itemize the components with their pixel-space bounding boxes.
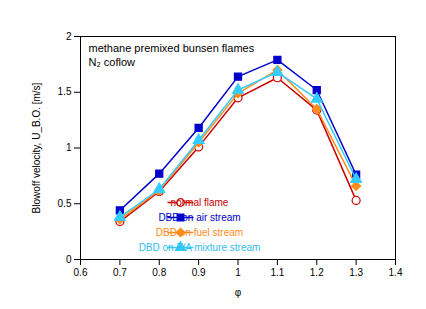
svg-text:methane premixed bunsen flames: methane premixed bunsen flames (89, 42, 255, 54)
svg-text:1.5: 1.5 (58, 86, 72, 97)
svg-text:DBD on air stream: DBD on air stream (158, 212, 240, 223)
svg-text:1.3: 1.3 (349, 267, 363, 278)
svg-text:N₂ coflow: N₂ coflow (89, 56, 136, 68)
svg-text:0.5: 0.5 (58, 198, 72, 209)
svg-text:1: 1 (66, 142, 72, 153)
svg-text:0: 0 (66, 254, 72, 265)
svg-text:φ: φ (235, 287, 242, 298)
svg-text:DBD on F/A mixture stream: DBD on F/A mixture stream (139, 242, 261, 253)
svg-text:0.9: 0.9 (192, 267, 206, 278)
svg-text:2: 2 (66, 31, 72, 42)
svg-text:Blowoff velocity, U_B.O. [m/s]: Blowoff velocity, U_B.O. [m/s] (31, 82, 42, 213)
svg-text:0.7: 0.7 (113, 267, 127, 278)
svg-text:DBD on fuel stream: DBD on fuel stream (156, 227, 243, 238)
svg-text:1.2: 1.2 (310, 267, 324, 278)
svg-text:0.6: 0.6 (74, 267, 88, 278)
svg-text:0.8: 0.8 (152, 267, 166, 278)
svg-text:normal flame: normal flame (171, 197, 229, 208)
svg-text:1: 1 (235, 267, 241, 278)
svg-text:1.4: 1.4 (389, 267, 403, 278)
svg-text:1.1: 1.1 (270, 267, 284, 278)
